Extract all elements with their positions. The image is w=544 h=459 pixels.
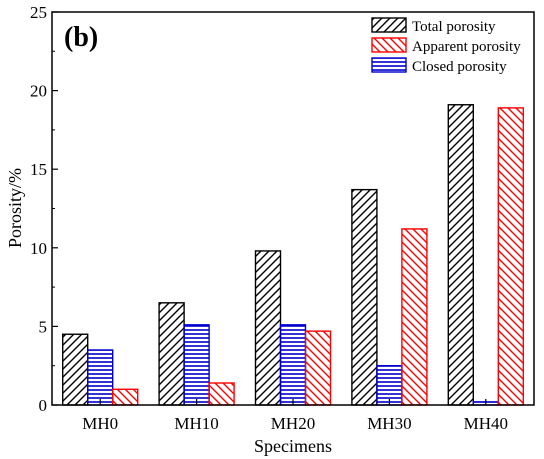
x-tick-label: MH20 [271,414,315,433]
x-tick-label: MH10 [174,414,218,433]
x-axis-title: Specimens [254,436,332,456]
x-tick-label: MH0 [82,414,118,433]
bar-mh20-apparent-porosity [304,330,332,406]
legend-label: Total porosity [412,19,496,35]
y-tick-label: 0 [39,396,48,415]
bar-mh10-apparent-porosity [208,382,235,406]
bar-mh0-total-porosity [62,333,89,406]
y-tick-label: 5 [39,317,48,336]
bar-mh0-closed-porosity [86,349,114,406]
bar-mh10-total-porosity [158,302,185,406]
legend-label: Closed porosity [412,59,507,75]
x-tick-label: MH40 [464,414,508,433]
legend-swatch [371,17,407,33]
y-axis-title: Porosity/% [5,168,25,248]
y-axis: 0 5 10 15 20 25 [30,3,58,415]
bar-mh0-apparent-porosity [111,388,139,406]
bar-mh40-total-porosity [447,104,474,406]
legend-label: Apparent porosity [412,39,521,55]
y-tick-label: 25 [30,3,47,22]
bar-mh20-closed-porosity [279,324,307,406]
y-tick-label: 20 [30,82,47,101]
y-tick-label: 15 [30,160,47,179]
panel-label: (b) [64,22,98,53]
bars-layer [62,104,524,406]
x-tick-label: MH30 [367,414,411,433]
legend-swatch [371,57,407,73]
bar-mh30-apparent-porosity [401,228,428,406]
bar-mh20-total-porosity [254,250,282,406]
x-axis: MH0 MH10 MH20 MH30 MH40 [82,399,508,433]
bar-mh30-total-porosity [351,188,378,406]
y-tick-label: 10 [30,239,47,258]
legend: Total porosity Apparent porosity Closed po… [371,17,521,75]
bar-mh40-apparent-porosity [497,107,524,406]
bar-mh10-closed-porosity [183,324,210,406]
legend-swatch [371,37,407,53]
